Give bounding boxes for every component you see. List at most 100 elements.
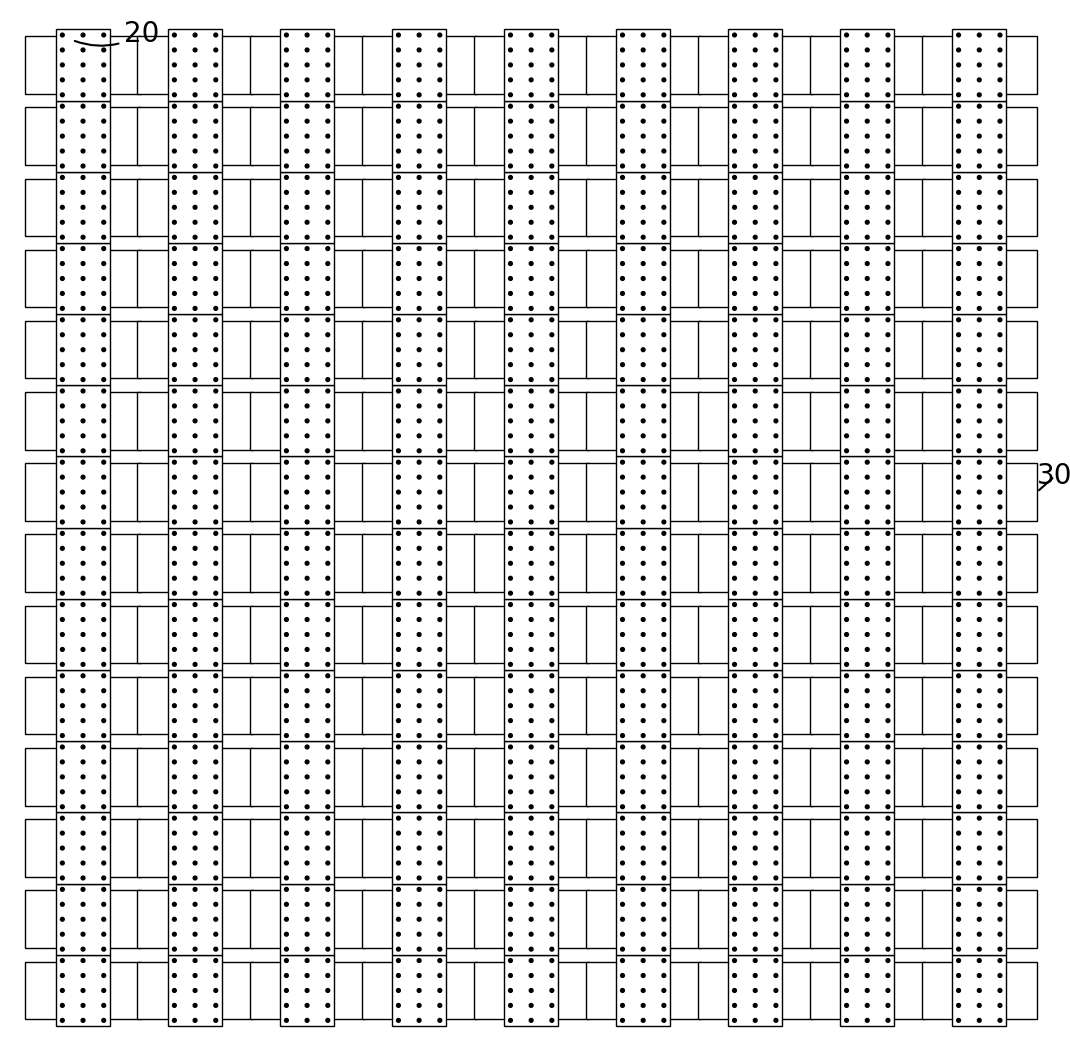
Bar <box>474 320 509 378</box>
Circle shape <box>866 805 869 808</box>
Bar <box>810 107 845 164</box>
Circle shape <box>172 817 177 820</box>
Circle shape <box>844 532 849 535</box>
Circle shape <box>957 689 961 693</box>
Circle shape <box>172 888 177 891</box>
Circle shape <box>530 846 533 850</box>
Circle shape <box>326 433 330 438</box>
Bar <box>840 812 895 884</box>
Circle shape <box>194 576 197 580</box>
Circle shape <box>662 734 666 737</box>
Circle shape <box>641 917 645 921</box>
Circle shape <box>844 191 849 195</box>
Circle shape <box>172 404 177 408</box>
Circle shape <box>998 48 1002 52</box>
Circle shape <box>998 689 1002 693</box>
Circle shape <box>998 988 1002 993</box>
Bar <box>616 172 671 243</box>
Bar <box>616 670 671 741</box>
Circle shape <box>417 291 421 295</box>
Circle shape <box>417 333 421 337</box>
Circle shape <box>662 861 666 865</box>
Bar <box>921 249 958 308</box>
Circle shape <box>866 490 869 494</box>
Circle shape <box>621 745 625 749</box>
Bar <box>921 320 958 378</box>
Circle shape <box>81 846 85 850</box>
Circle shape <box>774 831 778 836</box>
Circle shape <box>977 576 981 580</box>
Circle shape <box>397 276 400 281</box>
Circle shape <box>397 974 400 978</box>
Circle shape <box>753 576 758 580</box>
Bar <box>666 463 701 520</box>
Circle shape <box>733 547 736 551</box>
Circle shape <box>621 789 625 794</box>
Circle shape <box>508 63 513 67</box>
Circle shape <box>774 974 778 978</box>
Circle shape <box>662 404 666 408</box>
Circle shape <box>844 505 849 509</box>
Circle shape <box>550 404 554 408</box>
Circle shape <box>774 105 778 108</box>
Circle shape <box>866 592 869 595</box>
Circle shape <box>774 362 778 366</box>
Circle shape <box>957 520 961 524</box>
Circle shape <box>326 276 330 281</box>
Circle shape <box>866 362 869 366</box>
Circle shape <box>397 532 400 535</box>
Circle shape <box>753 378 758 381</box>
Circle shape <box>397 77 400 82</box>
Circle shape <box>214 318 217 321</box>
Bar <box>810 676 845 735</box>
Circle shape <box>641 205 645 209</box>
Circle shape <box>326 674 330 677</box>
Circle shape <box>214 236 217 239</box>
Circle shape <box>530 63 533 67</box>
Circle shape <box>61 861 64 865</box>
Circle shape <box>886 449 890 452</box>
Circle shape <box>326 988 330 993</box>
Bar <box>840 670 895 741</box>
Bar <box>249 179 285 237</box>
Circle shape <box>326 236 330 239</box>
Circle shape <box>621 805 625 808</box>
Circle shape <box>397 903 400 907</box>
Circle shape <box>214 917 217 921</box>
Bar <box>616 456 671 528</box>
Circle shape <box>733 404 736 408</box>
Circle shape <box>977 817 981 820</box>
Circle shape <box>508 176 513 179</box>
Circle shape <box>844 817 849 820</box>
Circle shape <box>641 505 645 509</box>
Circle shape <box>957 888 961 891</box>
Circle shape <box>172 948 177 951</box>
Circle shape <box>977 191 981 195</box>
Circle shape <box>998 475 1002 480</box>
Circle shape <box>621 520 625 524</box>
Circle shape <box>285 63 288 67</box>
Circle shape <box>326 576 330 580</box>
Circle shape <box>844 789 849 794</box>
Circle shape <box>194 389 197 393</box>
Bar <box>504 955 559 1026</box>
Circle shape <box>844 134 849 138</box>
Circle shape <box>438 389 442 393</box>
Circle shape <box>61 592 64 595</box>
Circle shape <box>977 307 981 310</box>
Circle shape <box>998 775 1002 779</box>
Circle shape <box>61 291 64 295</box>
Circle shape <box>417 461 421 464</box>
Circle shape <box>214 449 217 452</box>
Circle shape <box>550 547 554 551</box>
Circle shape <box>417 917 421 921</box>
Circle shape <box>326 134 330 138</box>
Circle shape <box>886 647 890 651</box>
Circle shape <box>977 674 981 677</box>
Circle shape <box>508 663 513 666</box>
Circle shape <box>774 917 778 921</box>
Circle shape <box>641 461 645 464</box>
Circle shape <box>774 903 778 907</box>
Circle shape <box>641 362 645 366</box>
Circle shape <box>886 948 890 951</box>
